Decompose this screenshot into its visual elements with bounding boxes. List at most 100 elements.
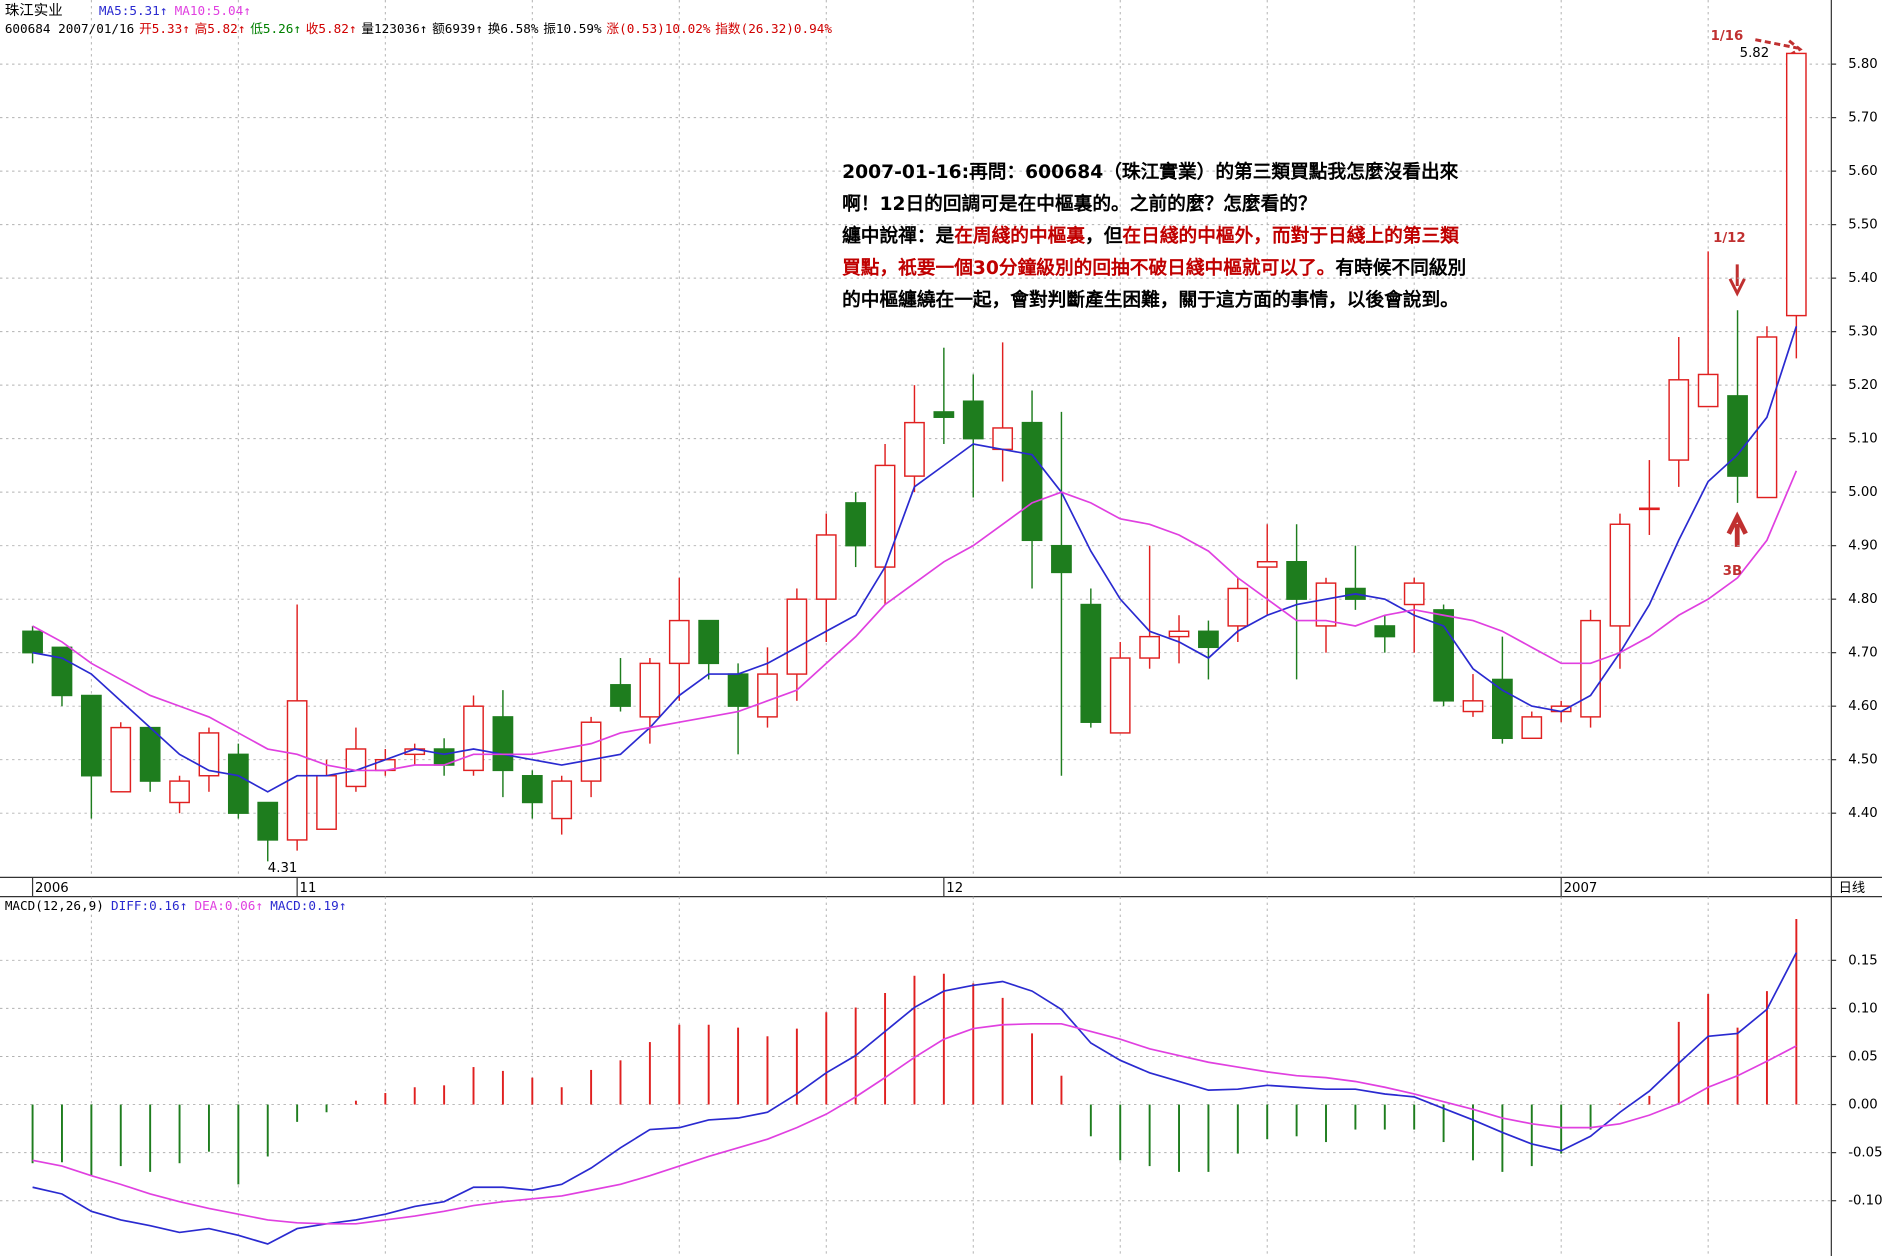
candle-body: [1227, 587, 1249, 627]
candle-body: [169, 780, 190, 804]
candle-body: [933, 411, 955, 418]
x-tick-label: 11: [300, 881, 317, 896]
period-label: 日线: [1839, 880, 1866, 896]
note-line: 纏中說禪：是在周綫的中樞裏，但在日綫的中樞外，而對于日綫上的第三類: [842, 225, 1459, 247]
annotation-label: 4.31: [268, 861, 298, 876]
y-tick-label: 0.05: [1848, 1049, 1878, 1064]
y-tick-label: 4.90: [1848, 539, 1878, 554]
candle-body: [1168, 630, 1190, 638]
candle-body: [286, 700, 308, 841]
y-tick-label: 5.60: [1848, 164, 1878, 179]
y-tick-label: 4.40: [1848, 806, 1878, 821]
note-text: 買點，衹要一個30分鐘級別的回抽不破日綫中樞就可以了。: [842, 257, 1335, 279]
macd-line: [32, 1022, 1797, 1225]
ma-line: [32, 470, 1798, 772]
info-item: 指数(26.32)0.94%: [715, 20, 832, 35]
candle-body: [815, 534, 837, 600]
candle-body: [1374, 625, 1396, 638]
arrow: [1728, 264, 1746, 297]
note-line: 啊！12日的回調可是在中樞裏的。之前的麼？怎麼看的？: [842, 192, 1317, 214]
candle-body: [610, 684, 631, 707]
note-text: ，但: [1085, 225, 1123, 247]
candle-body: [992, 427, 1014, 451]
candle-body: [227, 753, 249, 814]
note-text: 纏中說禪：是: [842, 225, 954, 247]
candle-body: [1609, 523, 1631, 627]
info-item: 低5.26↑: [250, 20, 301, 35]
candle-body: [904, 421, 925, 477]
y-tick-label: 4.50: [1848, 753, 1878, 768]
note-line: 的中樞纏繞在一起，會對判斷產生困難，關于這方面的事情，以後會說到。: [842, 289, 1459, 311]
y-tick-label: 0.15: [1848, 953, 1878, 968]
candle-body: [51, 646, 73, 697]
candle-body: [845, 502, 867, 547]
candle-body: [1139, 635, 1161, 659]
y-tick-label: -0.05: [1848, 1146, 1882, 1161]
header: MACD(12,26,9) DIFF:0.16↑ DEA:0.06↑ MACD:0.1…: [5, 898, 347, 913]
candle-body: [110, 726, 132, 793]
candle-body: [1286, 560, 1307, 600]
y-tick-label: 5.80: [1848, 57, 1878, 72]
y-tick-label: 5.10: [1848, 432, 1878, 447]
x-tick-label: 2007: [1564, 881, 1598, 896]
candle-body: [22, 630, 43, 654]
candle-body: [1021, 421, 1043, 542]
candle-body: [1256, 560, 1278, 568]
y-tick-label: 5.30: [1848, 325, 1878, 340]
candle-body: [80, 694, 102, 777]
candle-body: [1580, 619, 1601, 718]
candle-body: [316, 775, 337, 830]
candle-body: [1051, 544, 1072, 574]
info-item: 高5.82↑: [195, 20, 246, 35]
note-text: 2007-01-16:再問：600684（珠江實業）的第三類買點我怎麼沒看出來: [842, 160, 1459, 182]
candle-body: [1462, 700, 1484, 713]
annotation-label: 1/16: [1711, 29, 1744, 44]
candle-body: [521, 775, 543, 804]
candle-body: [1198, 630, 1219, 649]
candle-body: [1403, 582, 1425, 606]
x-tick-label: 2006: [35, 881, 69, 896]
candle-body: [1315, 582, 1337, 627]
info-item: 额6939↑: [432, 20, 483, 35]
candle-body: [139, 726, 161, 782]
y-tick-label: 5.40: [1848, 271, 1878, 286]
candle-body: [874, 464, 896, 568]
y-tick-label: 5.70: [1848, 111, 1878, 126]
y-tick-label: 0.00: [1848, 1098, 1878, 1113]
note-text: 的中樞纏繞在一起，會對判斷產生困難，關于這方面的事情，以後會說到。: [842, 289, 1459, 311]
annotation-label: 5.82: [1740, 46, 1770, 61]
candle-body: [639, 662, 661, 718]
annotation-label: 1/12: [1713, 231, 1746, 246]
candle-body: [198, 732, 220, 777]
candle-body: [551, 780, 573, 820]
candle-body: [1492, 678, 1513, 740]
candle-body: [1668, 379, 1690, 461]
note-text: 在周綫的中樞裏: [954, 225, 1085, 247]
legend-entry: MACD:0.19↑: [270, 898, 346, 913]
candle-body: [1727, 395, 1748, 477]
legend-entry: DIFF:0.16↑: [111, 898, 187, 913]
note-text: 有時候不同級別: [1335, 257, 1466, 279]
note-line: 買點，衹要一個30分鐘級別的回抽不破日綫中樞就可以了。有時候不同級別: [842, 257, 1466, 279]
info-item: 量123036↑: [361, 20, 427, 35]
y-tick-label: 4.60: [1848, 699, 1878, 714]
legend-entry: MA5:5.31↑: [99, 2, 168, 17]
ma-line: [32, 326, 1798, 793]
info-item: 振10.59%: [543, 20, 602, 35]
y-tick-label: 4.80: [1848, 592, 1878, 607]
candle-body: [1521, 716, 1543, 740]
info-item: 600684 2007/01/16: [5, 20, 134, 35]
candle-body: [463, 705, 484, 772]
chart-title: 珠江实业: [5, 2, 63, 19]
candle-body: [580, 721, 602, 782]
info-item: 开5.33↑: [139, 20, 190, 35]
header: 600684 2007/01/16 开5.33↑ 高5.82↑ 低5.26↑ 收5.82…: [5, 20, 833, 35]
y-tick-label: 5.20: [1848, 378, 1878, 393]
x-tick-label: 12: [946, 881, 963, 896]
y-tick-label: 5.50: [1848, 218, 1878, 233]
note-text: 啊！12日的回調可是在中樞裏的。之前的麼？怎麼看的？: [842, 192, 1317, 214]
note-line: 2007-01-16:再問：600684（珠江實業）的第三類買點我怎麼沒看出來: [842, 160, 1459, 182]
